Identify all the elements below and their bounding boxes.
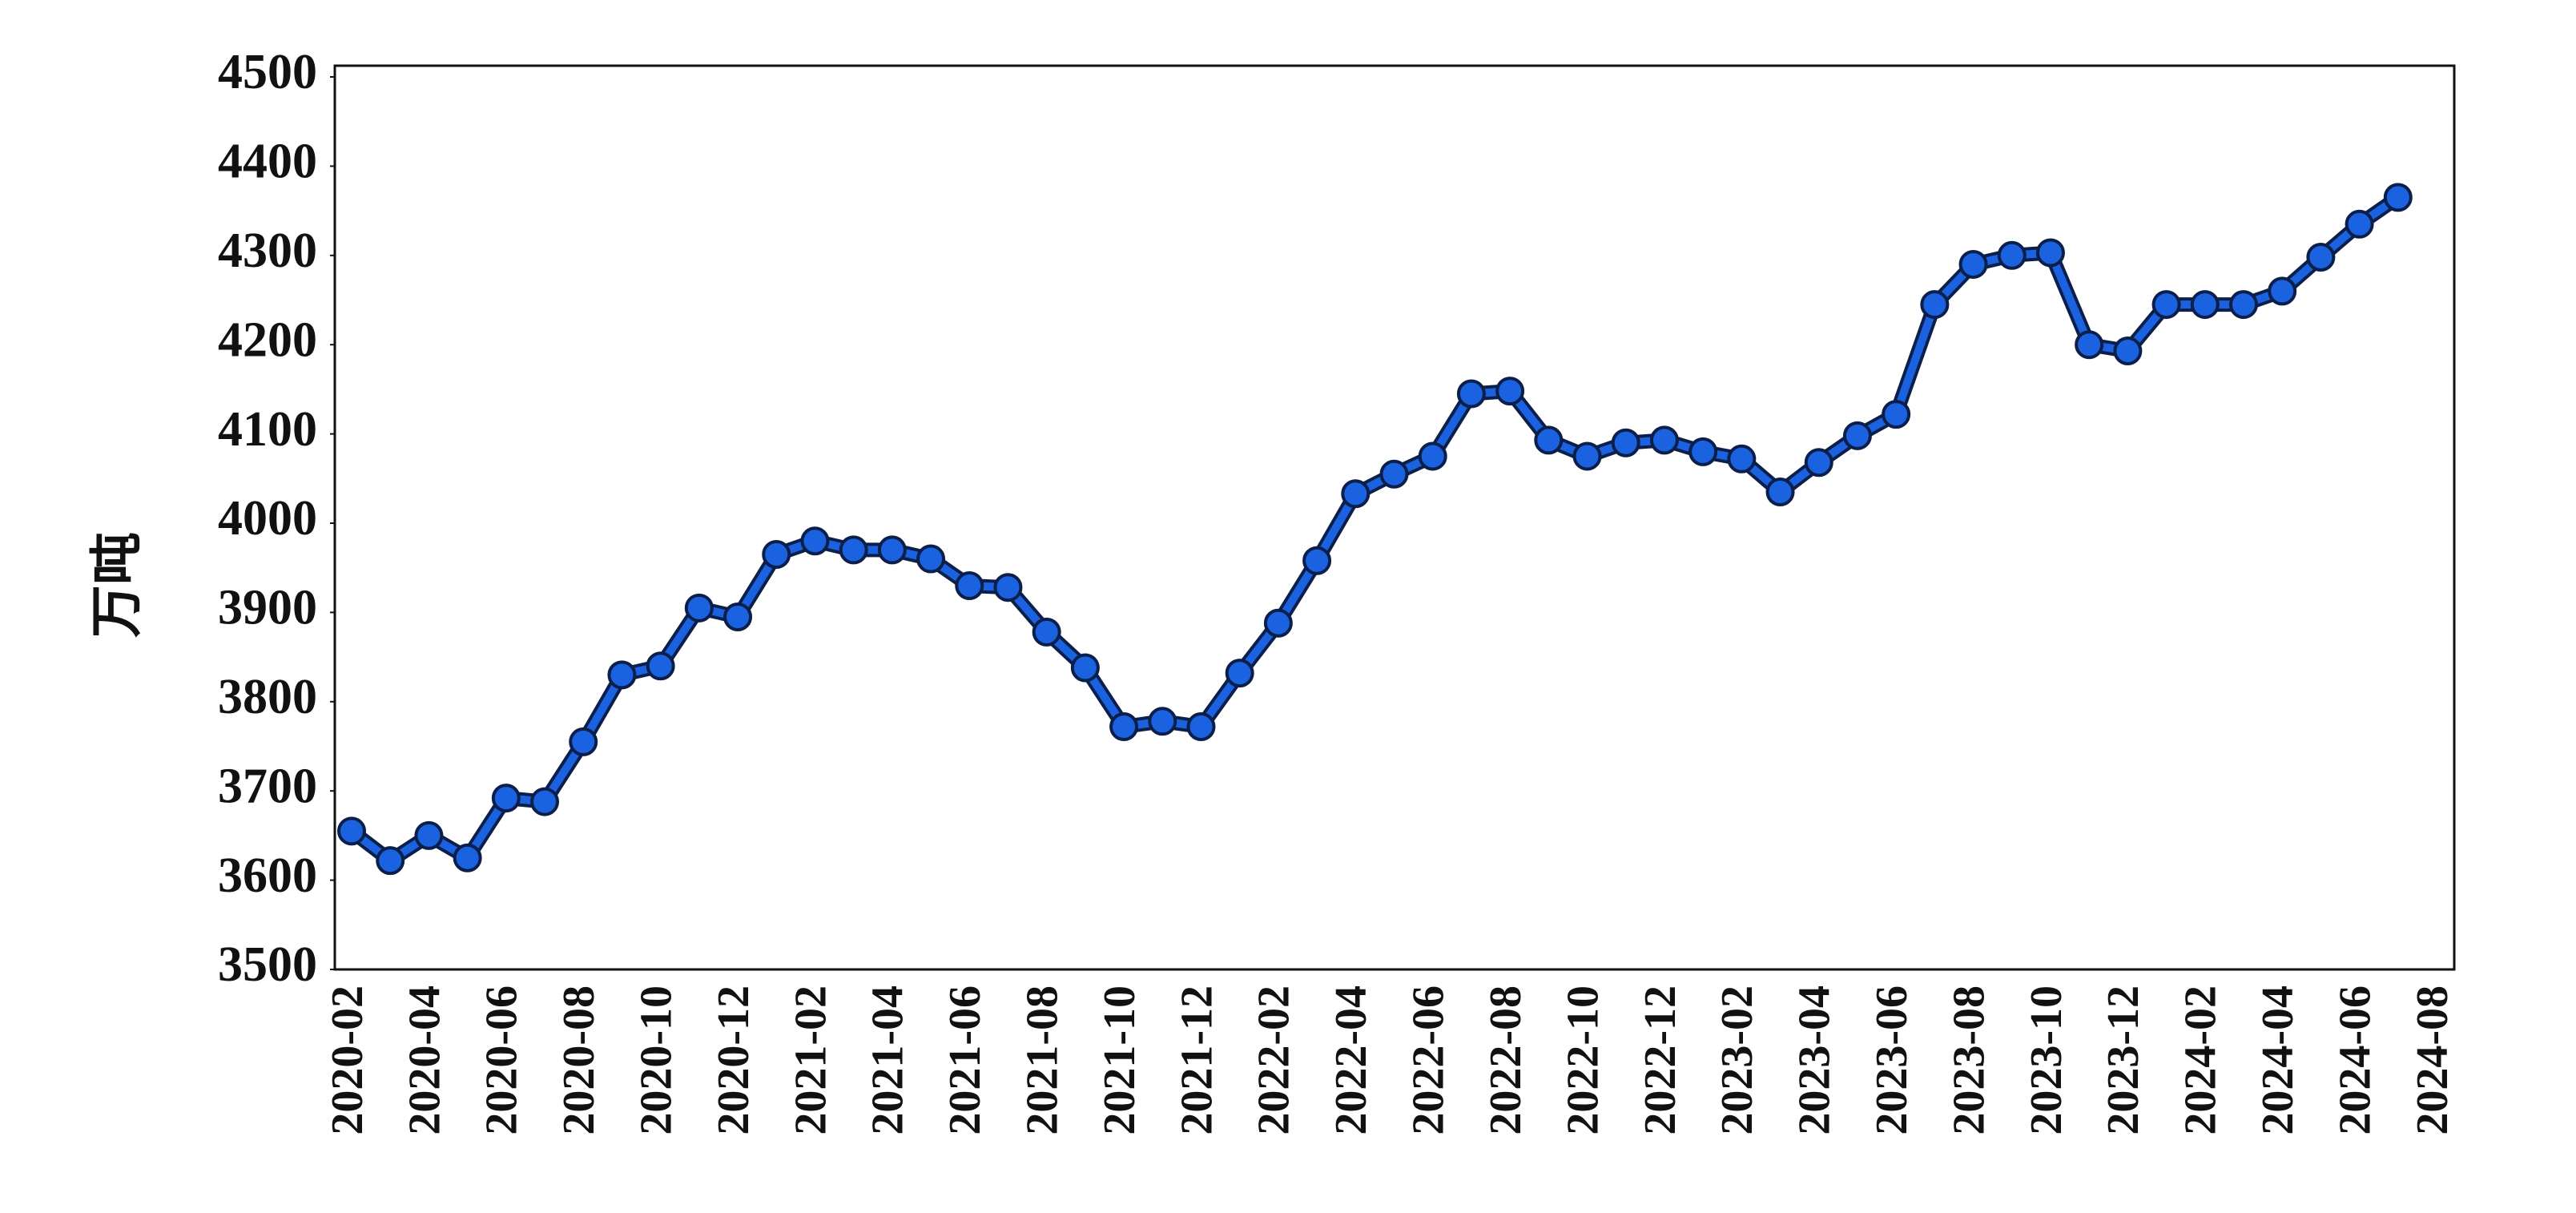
data-point xyxy=(684,593,714,623)
data-point xyxy=(453,843,482,872)
data-point xyxy=(1225,659,1254,688)
data-point xyxy=(877,535,907,565)
data-point xyxy=(916,544,946,574)
x-tick-label: 2024-02 xyxy=(2176,985,2226,1135)
x-tick-label: 2022-08 xyxy=(1481,985,1531,1135)
data-point xyxy=(2345,209,2374,239)
x-tick-label: 2021-06 xyxy=(940,985,990,1135)
data-line xyxy=(348,194,2401,865)
x-tick-label: 2023-02 xyxy=(1713,985,1762,1135)
data-point xyxy=(646,651,675,681)
data-point xyxy=(2228,290,2258,320)
data-point xyxy=(1032,617,1061,647)
data-point xyxy=(2151,290,2181,320)
x-tick-label: 2022-10 xyxy=(1558,985,1608,1135)
data-point xyxy=(607,660,637,690)
data-point xyxy=(530,787,560,816)
x-tick-label: 2020-02 xyxy=(323,985,372,1135)
data-point xyxy=(2190,290,2220,320)
y-tick-label: 4300 xyxy=(218,224,317,278)
x-tick-label: 2022-06 xyxy=(1404,985,1454,1135)
y-tick-label: 3900 xyxy=(218,581,317,635)
data-point xyxy=(2268,276,2297,306)
y-tick-label: 4400 xyxy=(218,135,317,189)
data-point xyxy=(376,846,405,876)
y-tick-label: 4500 xyxy=(218,45,317,99)
x-tick-label: 2020-10 xyxy=(631,985,681,1135)
data-point xyxy=(2035,238,2065,268)
x-tick-label: 2020-06 xyxy=(477,985,527,1135)
data-point xyxy=(800,526,830,556)
data-point xyxy=(414,820,444,850)
data-point xyxy=(1727,444,1757,474)
data-point xyxy=(1611,428,1640,457)
x-tick-label: 2023-08 xyxy=(1944,985,1994,1135)
data-point xyxy=(1997,240,2027,270)
data-point xyxy=(2075,330,2104,360)
data-point xyxy=(1148,707,1177,736)
data-point xyxy=(1109,711,1139,741)
data-point xyxy=(1920,290,1950,320)
data-point xyxy=(955,570,984,600)
x-tick-label: 2021-08 xyxy=(1018,985,1068,1135)
x-tick-label: 2020-08 xyxy=(554,985,604,1135)
x-tick-label: 2021-02 xyxy=(786,985,835,1135)
x-tick-label: 2021-10 xyxy=(1095,985,1145,1135)
y-tick-label: 3800 xyxy=(218,670,317,724)
data-point xyxy=(762,539,791,569)
x-tick-label: 2024-04 xyxy=(2253,985,2303,1135)
x-tick-label: 2022-02 xyxy=(1250,985,1299,1135)
y-tick-label: 3600 xyxy=(218,848,317,903)
data-point xyxy=(1379,459,1409,489)
data-point xyxy=(1302,546,1332,575)
data-point xyxy=(1572,441,1602,471)
data-point xyxy=(1649,425,1679,455)
data-point xyxy=(1765,478,1795,507)
x-tick-label: 2020-12 xyxy=(709,985,759,1135)
x-tick-label: 2022-12 xyxy=(1636,985,1685,1135)
x-tick-label: 2021-04 xyxy=(863,985,913,1135)
data-point xyxy=(1070,653,1100,683)
y-tick-label: 4100 xyxy=(218,402,317,457)
data-point xyxy=(2383,183,2413,212)
x-tick-label: 2023-06 xyxy=(1867,985,1917,1135)
y-tick-label: 3500 xyxy=(218,937,317,992)
x-tick-label: 2020-04 xyxy=(400,985,449,1135)
x-tick-label: 2023-10 xyxy=(2022,985,2071,1135)
data-point xyxy=(1456,379,1486,409)
data-point xyxy=(1263,608,1293,638)
data-point xyxy=(491,784,521,813)
data-point xyxy=(1688,437,1718,466)
data-point xyxy=(1958,249,1988,279)
x-tick-label: 2024-06 xyxy=(2330,985,2380,1135)
data-point xyxy=(1418,441,1447,471)
line-shadow xyxy=(347,191,2402,868)
data-point xyxy=(2306,243,2336,272)
data-point xyxy=(993,573,1023,602)
data-point xyxy=(1842,421,1872,450)
y-axis-label: 万吨 xyxy=(86,532,147,638)
x-tick-label: 2024-08 xyxy=(2408,985,2457,1135)
x-tick-label: 2023-04 xyxy=(1790,985,1840,1135)
data-point xyxy=(839,535,868,565)
data-point xyxy=(1882,400,1911,429)
x-tick-label: 2022-04 xyxy=(1326,985,1376,1135)
y-tick-label: 4000 xyxy=(218,491,317,546)
data-point xyxy=(569,727,598,756)
data-point xyxy=(1341,479,1371,509)
x-tick-label: 2023-12 xyxy=(2099,985,2148,1135)
data-point xyxy=(337,816,366,846)
y-tick-label: 4200 xyxy=(218,312,317,367)
x-tick-label: 2021-12 xyxy=(1172,985,1222,1135)
data-point xyxy=(1804,448,1833,478)
data-point xyxy=(723,602,753,631)
y-tick-label: 3700 xyxy=(218,759,317,813)
data-point xyxy=(1495,377,1525,406)
data-point xyxy=(1186,711,1216,741)
data-point xyxy=(2113,336,2143,365)
data-point xyxy=(1534,425,1564,455)
plot-frame xyxy=(333,64,2456,971)
